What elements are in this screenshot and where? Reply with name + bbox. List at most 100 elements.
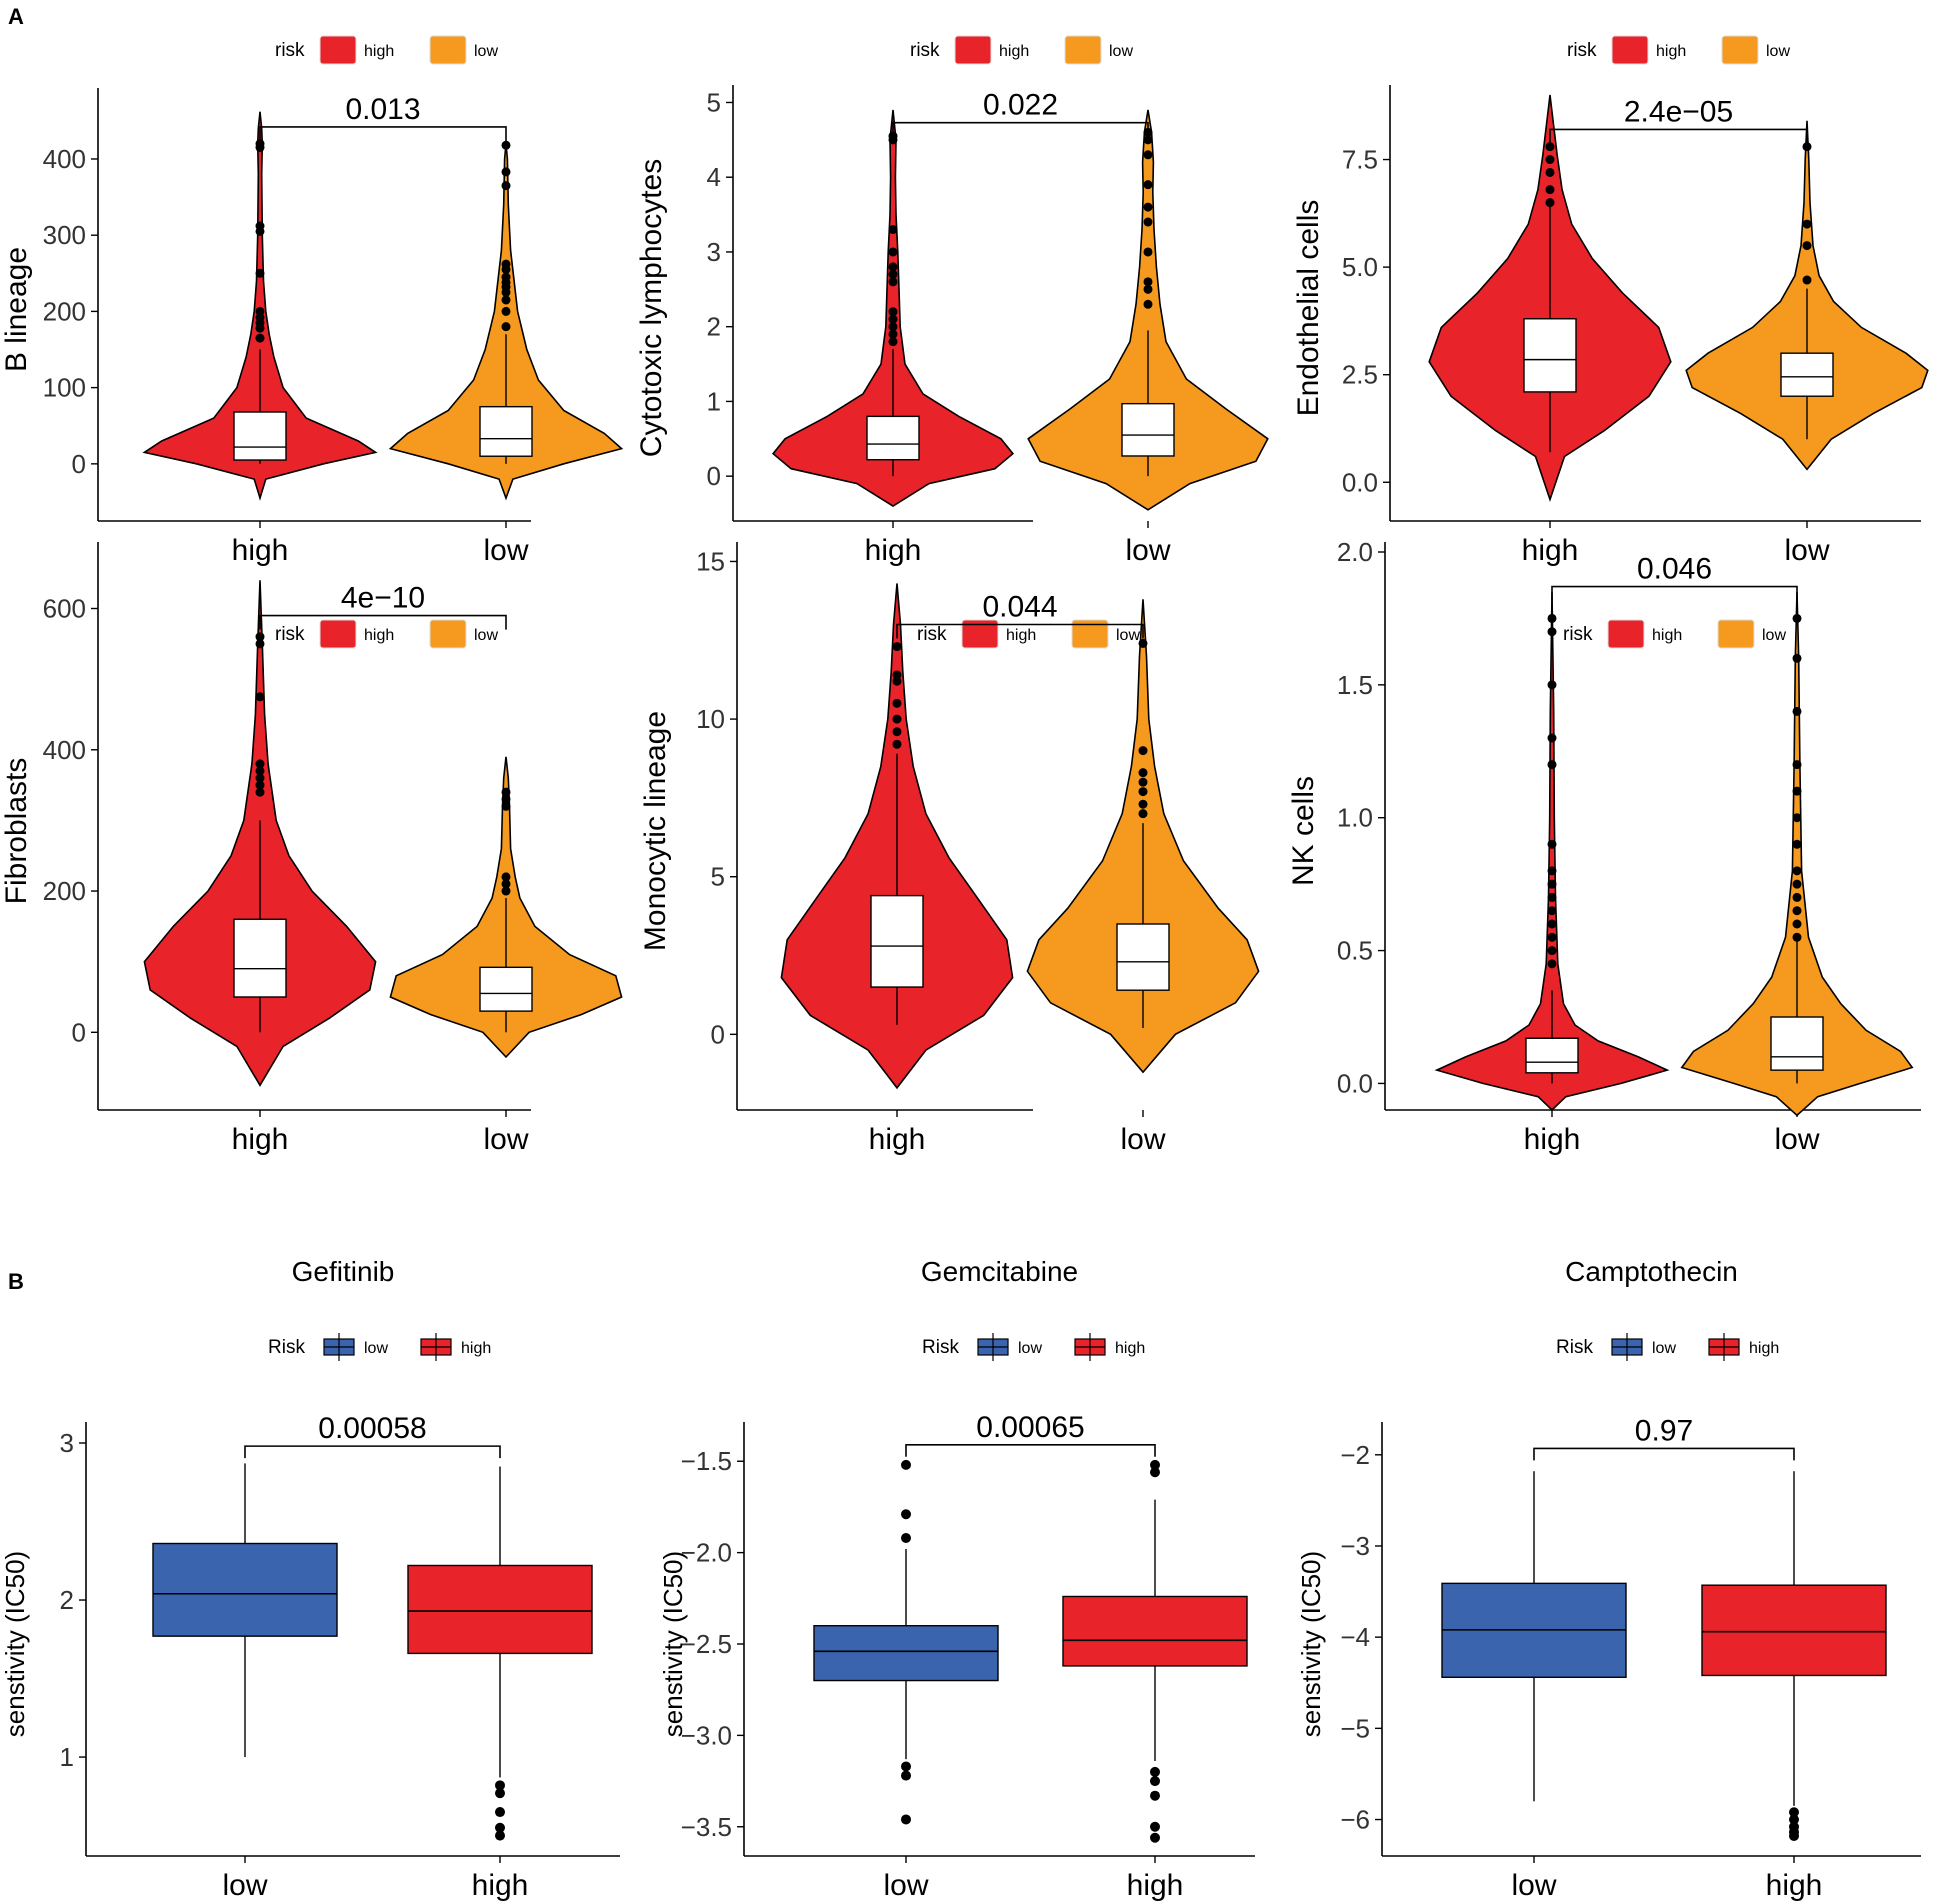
outlier-point — [1792, 892, 1802, 902]
outlier-point — [1792, 613, 1802, 623]
legend-key — [429, 35, 467, 65]
outlier-point — [501, 801, 511, 811]
outlier-point — [501, 181, 511, 191]
outlier-point — [1792, 653, 1802, 663]
x-tick-label: high — [869, 1123, 926, 1156]
box-low — [479, 405, 533, 457]
chart-7: Gefitinib Risk low high 1 2 3 senstivity (IC50)… — [0, 1256, 620, 1902]
outlier-point — [1143, 150, 1153, 160]
outlier-point — [501, 306, 511, 316]
y-tick-label: −2.5 — [681, 1629, 732, 1659]
outlier-point — [901, 1814, 911, 1825]
p-value-label: 0.013 — [345, 93, 420, 126]
outlier-point — [1792, 919, 1802, 929]
outlier-point — [901, 1509, 911, 1520]
bracket-line — [1533, 1447, 1795, 1461]
outlier-point — [892, 698, 902, 708]
outlier-point — [255, 268, 265, 278]
p-value-label: 0.00058 — [318, 1412, 426, 1445]
y-tick-label: 400 — [43, 144, 86, 174]
legend-label: high — [1006, 627, 1036, 644]
outlier-point — [1789, 1830, 1799, 1841]
y-tick-label: 4 — [707, 162, 721, 192]
x-tick-label: high — [232, 1123, 289, 1156]
y-tick-label: −5 — [1340, 1713, 1370, 1743]
legend-title: risk — [275, 624, 305, 645]
outlier-point — [892, 727, 902, 737]
y-tick-label: 1 — [707, 386, 721, 416]
outlier-point — [1545, 155, 1555, 165]
box-high — [1525, 1037, 1579, 1074]
outlier-point — [1150, 1790, 1160, 1801]
panel-label-a: A — [8, 4, 24, 29]
outlier-point — [1792, 813, 1802, 823]
bracket-line — [892, 121, 1149, 137]
significance-bracket: 0.022 — [892, 89, 1149, 137]
outlier-point — [501, 295, 511, 305]
x-tick-label: high — [232, 534, 289, 567]
y-tick-label: 200 — [43, 876, 86, 906]
p-value-label: 0.00065 — [976, 1411, 1084, 1444]
legend-label: low — [1109, 43, 1133, 60]
outlier-point — [501, 167, 511, 177]
legend: Risk low high — [922, 1333, 1145, 1361]
y-tick-label: 5.0 — [1342, 252, 1378, 282]
outlier-point — [501, 272, 511, 282]
outlier-point — [1792, 879, 1802, 889]
box-high — [1062, 1595, 1248, 1667]
outlier-point — [1150, 1459, 1160, 1470]
chart-4: risk high low 0 200 400 600 Fibroblasts high low 4… — [0, 542, 623, 1156]
outlier-point — [1792, 932, 1802, 942]
y-tick-label: 2.0 — [1337, 537, 1373, 567]
outlier-point — [1547, 879, 1557, 889]
y-tick-label: 0 — [707, 461, 721, 491]
x-tick-label: low — [1511, 1869, 1556, 1902]
y-tick-label: 100 — [43, 373, 86, 403]
outlier-point — [255, 692, 265, 702]
y-axis-label: Cytotoxic lymphocytes — [635, 159, 668, 457]
legend-key — [1071, 619, 1109, 649]
outlier-point — [495, 1807, 505, 1818]
y-axis-label: senstivity (IC50) — [1296, 1551, 1326, 1737]
legend-key — [1611, 35, 1649, 65]
y-tick-label: −3.5 — [681, 1812, 732, 1842]
significance-bracket: 0.97 — [1533, 1414, 1795, 1461]
p-value-label: 4e−10 — [341, 582, 425, 615]
outlier-point — [1547, 627, 1557, 637]
outlier-point — [888, 322, 898, 332]
chart-6: risk high low 0.0 0.5 1.0 1.5 2.0 NK cells high lo… — [1287, 537, 1921, 1156]
x-tick-label: high — [472, 1869, 529, 1902]
outlier-point — [1792, 706, 1802, 716]
outlier-point — [255, 780, 265, 790]
outlier-point — [892, 714, 902, 724]
outlier-point — [495, 1822, 505, 1833]
y-axis-label: senstivity (IC50) — [658, 1551, 688, 1737]
y-tick-label: 3 — [707, 237, 721, 267]
legend-title: risk — [275, 40, 305, 61]
outlier-point — [892, 670, 902, 680]
box-low — [813, 1625, 999, 1682]
y-tick-label: 10 — [696, 704, 725, 734]
bracket-line — [1551, 585, 1798, 601]
box-low — [1780, 352, 1834, 397]
y-tick-label: −1.5 — [681, 1446, 732, 1476]
chart-1: risk high low 0 100 200 300 400 B lineage high low… — [0, 35, 624, 567]
box-high — [870, 894, 924, 988]
legend-key — [319, 35, 357, 65]
outlier-point — [1547, 892, 1557, 902]
outlier-point — [1138, 799, 1148, 809]
outlier-point — [255, 333, 265, 343]
outlier-point — [501, 879, 511, 889]
box-high — [407, 1564, 593, 1655]
outlier-point — [255, 759, 265, 769]
y-tick-label: 1 — [60, 1742, 74, 1772]
legend-label: high — [1749, 1340, 1779, 1357]
outlier-point — [255, 632, 265, 642]
outlier-point — [1545, 167, 1555, 177]
legend-label: low — [1762, 627, 1786, 644]
legend-label: low — [1018, 1340, 1042, 1357]
outlier-point — [1547, 680, 1557, 690]
x-tick-label: high — [1127, 1869, 1184, 1902]
outlier-point — [1792, 760, 1802, 770]
